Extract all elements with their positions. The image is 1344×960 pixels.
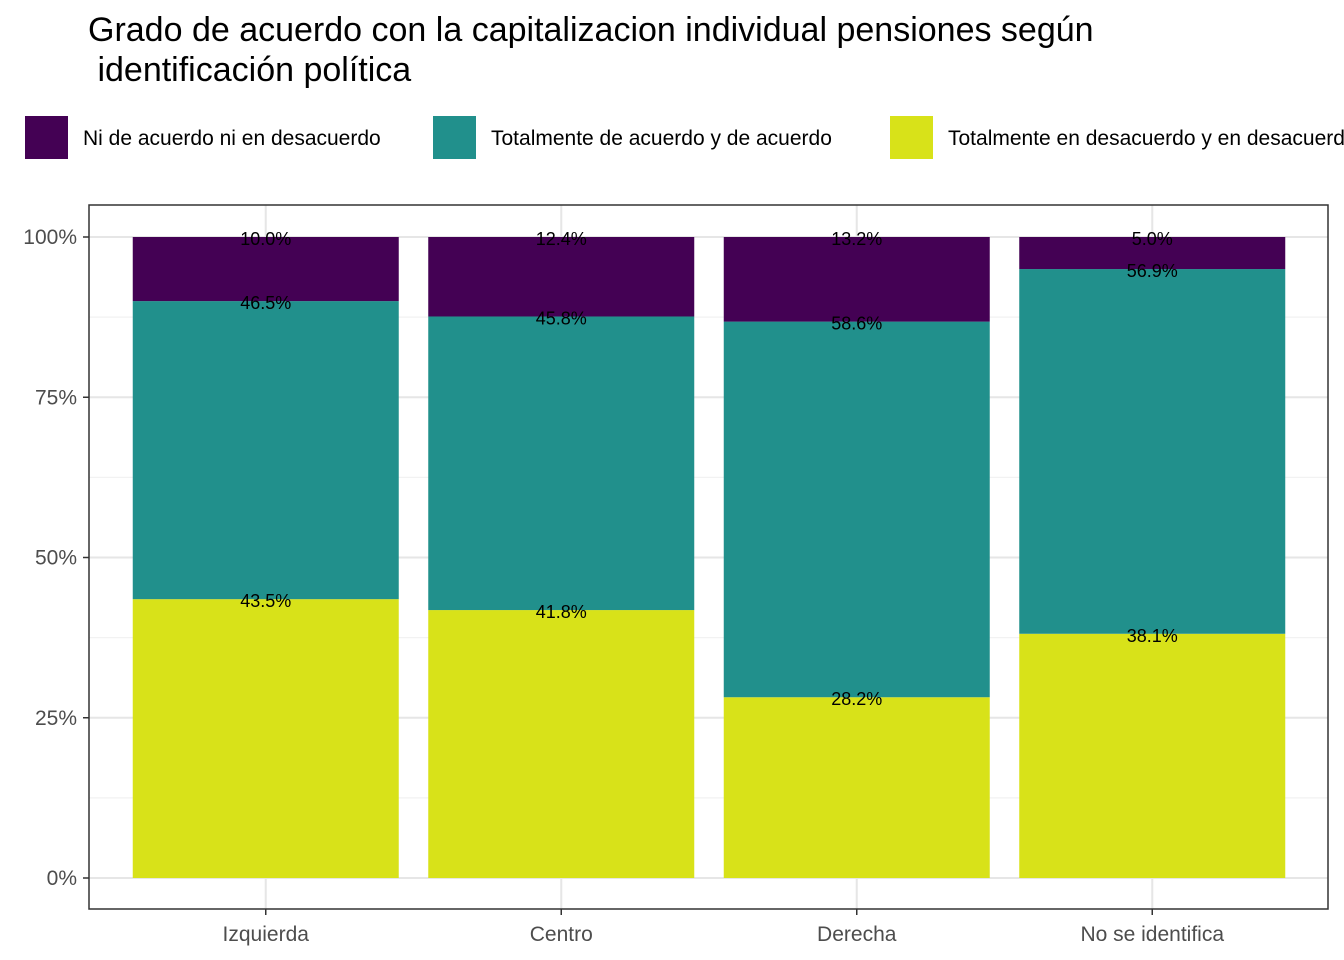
chart-title: Grado de acuerdo con la capitalizacion i…	[88, 11, 1094, 89]
data-label: 38.1%	[1127, 626, 1178, 646]
data-label: 12.4%	[536, 229, 587, 249]
bar-segment	[428, 237, 695, 317]
data-label: 28.2%	[831, 689, 882, 709]
legend-key	[433, 116, 476, 159]
bar-segment	[1019, 633, 1286, 878]
y-tick-label: 0%	[47, 867, 77, 890]
legend-key	[890, 116, 933, 159]
data-label: 41.8%	[536, 602, 587, 622]
y-tick-label: 100%	[23, 226, 77, 249]
data-label: 5.0%	[1132, 229, 1173, 249]
data-label: 10.0%	[240, 229, 291, 249]
y-tick-label: 50%	[35, 547, 77, 570]
bar-segment	[428, 316, 695, 611]
bar-segment	[132, 237, 399, 302]
bar-segment	[1019, 237, 1286, 270]
y-tick-label: 25%	[35, 707, 77, 730]
x-tick-label: Derecha	[817, 923, 897, 946]
bar-segment	[723, 321, 990, 698]
bar-segment	[132, 301, 399, 600]
data-label: 46.5%	[240, 293, 291, 313]
bar-segment	[723, 237, 990, 322]
data-label: 56.9%	[1127, 261, 1178, 281]
bar-segment	[1019, 269, 1286, 634]
data-label: 43.5%	[240, 591, 291, 611]
legend-label: Totalmente de acuerdo y de acuerdo	[491, 127, 832, 150]
x-tick-label: No se identifica	[1080, 923, 1224, 946]
legend-label: Totalmente en desacuerdo y en desacuerdo	[948, 127, 1344, 150]
legend-label: Ni de acuerdo ni en desacuerdo	[83, 127, 381, 150]
y-tick-label: 75%	[35, 386, 77, 409]
legend-key	[25, 116, 68, 159]
bar-segment	[428, 610, 695, 878]
bar-segment	[723, 697, 990, 878]
x-tick-label: Centro	[530, 923, 593, 946]
bar-segment	[132, 599, 399, 878]
data-label: 45.8%	[536, 308, 587, 328]
data-label: 13.2%	[831, 229, 882, 249]
data-label: 58.6%	[831, 314, 882, 334]
x-tick-label: Izquierda	[223, 923, 310, 946]
